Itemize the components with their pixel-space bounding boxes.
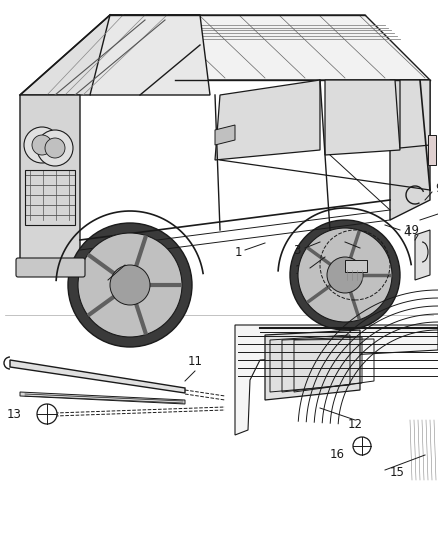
Text: 4: 4 <box>403 225 411 238</box>
Polygon shape <box>400 80 430 148</box>
Text: 19: 19 <box>405 224 420 238</box>
Polygon shape <box>265 330 360 400</box>
Polygon shape <box>110 15 430 80</box>
Bar <box>345 260 367 272</box>
Polygon shape <box>415 230 430 280</box>
Text: 1: 1 <box>234 246 242 259</box>
Text: 16: 16 <box>330 448 345 462</box>
Circle shape <box>45 138 65 158</box>
Bar <box>25 170 75 225</box>
Polygon shape <box>20 95 80 265</box>
Circle shape <box>290 220 400 330</box>
Polygon shape <box>90 15 210 95</box>
Text: 17: 17 <box>92 265 107 279</box>
Text: 18: 18 <box>345 301 360 313</box>
Polygon shape <box>235 325 438 435</box>
Circle shape <box>68 223 192 347</box>
Text: 15: 15 <box>390 465 405 479</box>
Circle shape <box>37 130 73 166</box>
Polygon shape <box>325 80 400 155</box>
FancyBboxPatch shape <box>16 258 85 277</box>
Circle shape <box>110 265 150 305</box>
Text: 11: 11 <box>187 355 202 368</box>
Polygon shape <box>10 360 185 393</box>
Circle shape <box>78 233 182 337</box>
Polygon shape <box>215 80 320 160</box>
Circle shape <box>298 228 392 322</box>
Polygon shape <box>20 392 185 404</box>
Text: 3: 3 <box>293 244 301 256</box>
Polygon shape <box>20 15 200 95</box>
Text: 9: 9 <box>435 182 438 195</box>
Text: 13: 13 <box>7 408 22 421</box>
Text: 12: 12 <box>347 418 363 432</box>
Circle shape <box>32 135 52 155</box>
Circle shape <box>24 127 60 163</box>
Text: 17: 17 <box>294 264 310 278</box>
Circle shape <box>327 257 363 293</box>
Bar <box>428 135 436 165</box>
Text: 5: 5 <box>363 244 371 256</box>
Circle shape <box>37 404 57 424</box>
Polygon shape <box>215 125 235 145</box>
Polygon shape <box>390 80 430 220</box>
Circle shape <box>353 437 371 455</box>
